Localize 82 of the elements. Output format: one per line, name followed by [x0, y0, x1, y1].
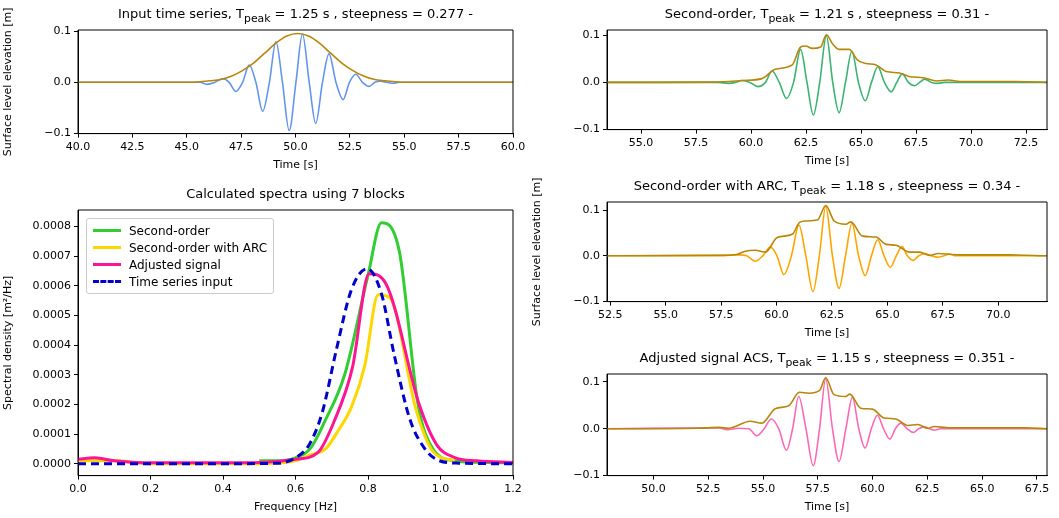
x-tick-label: 52.5	[695, 482, 721, 496]
y-tick-label: −0.1	[573, 294, 600, 308]
x-tick-label: 67.5	[930, 308, 956, 322]
x-tick-label: 62.5	[793, 136, 819, 150]
legend-label: Time series input	[129, 274, 233, 289]
chart-title: Input time series, T$_{peak}$ = 1.25 s , steepness = 0.277 -	[117, 6, 474, 25]
y-tick-label: 0.1	[582, 202, 600, 216]
x-tick-label: 55.0	[653, 308, 678, 322]
x-tick-label: 55.0	[750, 482, 776, 496]
line-series	[78, 32, 513, 84]
x-tick-label: 67.5	[903, 136, 929, 150]
x-tick-label: 0.4	[214, 482, 232, 496]
y-tick-label: 0.0001	[32, 426, 71, 440]
x-tick-label: 67.5	[1024, 482, 1050, 496]
y-tick-label: 0.0004	[32, 338, 71, 352]
y-tick-label: 0.0005	[32, 308, 71, 322]
chart-title: Second-order, T$_{peak}$ = 1.21 s , steepness = 0.31 -	[663, 6, 991, 25]
x-tick-label: 62.5	[819, 308, 845, 322]
x-tick-label: 60.0	[500, 140, 526, 154]
x-tick-label: 1.0	[431, 482, 450, 496]
y-tick-label: 0.0	[53, 75, 71, 89]
y-tick-label: 0.0000	[32, 456, 71, 470]
x-tick-label: 65.0	[875, 308, 900, 322]
line-series	[607, 33, 1047, 84]
x-tick-label: 57.5	[446, 140, 471, 154]
x-tick-label: 70.0	[958, 136, 984, 150]
legend-label: Second-order	[129, 223, 210, 238]
x-tick-label: 60.0	[860, 482, 885, 496]
x-axis-title: Frequency [Hz]	[254, 500, 337, 514]
x-tick-label: 60.0	[764, 308, 789, 322]
line-series	[607, 376, 1047, 430]
x-tick-label: 0.2	[141, 482, 160, 496]
x-tick-label: 65.0	[848, 136, 874, 150]
x-tick-label: 0.8	[359, 482, 377, 496]
y-tick-label: −0.1	[44, 125, 71, 139]
x-tick-label: 70.0	[985, 308, 1011, 322]
x-tick-label: 52.5	[337, 140, 363, 154]
x-tick-label: 57.5	[805, 482, 831, 496]
y-tick-label: 0.0002	[32, 397, 71, 411]
y-tick-label: −0.1	[573, 122, 600, 136]
x-tick-label: 52.5	[598, 308, 623, 322]
legend-label: Second-order with ARC	[129, 240, 268, 255]
x-tick-label: 40.0	[65, 140, 91, 154]
y-tick-label: 0.0008	[32, 219, 71, 233]
legend-label: Adjusted signal	[129, 257, 221, 272]
line-series	[607, 204, 1047, 257]
y-tick-label: 0.0003	[32, 367, 71, 381]
y-tick-label: 0.0	[582, 248, 600, 262]
y-tick-label: 0.1	[53, 24, 71, 38]
x-tick-label: 72.5	[1013, 136, 1039, 150]
x-tick-label: 0.0	[69, 482, 87, 496]
x-axis-title: Time [s]	[272, 158, 318, 172]
x-tick-label: 57.5	[683, 136, 709, 150]
y-axis-title: Surface level elevation [m]	[1, 7, 15, 157]
x-tick-label: 57.5	[708, 308, 734, 322]
x-axis-title: Time [s]	[803, 326, 850, 340]
x-tick-label: 0.6	[286, 482, 305, 496]
chart-title: Adjusted signal ACS, T$_{peak}$ = 1.15 s , steepness = 0.351 -	[638, 350, 1016, 369]
y-tick-label: 0.1	[582, 374, 600, 388]
x-tick-label: 62.5	[915, 482, 940, 496]
x-tick-label: 60.0	[738, 136, 764, 150]
chart-title: Calculated spectra using 7 blocks	[185, 186, 406, 201]
y-axis-title: Surface level elevation [m]	[530, 177, 544, 327]
chart-title: Second-order with ARC, T$_{peak}$ = 1.18 s , steepness = 0.34 -	[632, 178, 1022, 197]
x-tick-label: 47.5	[228, 140, 254, 154]
x-tick-label: 50.0	[641, 482, 666, 496]
x-axis-title: Time [s]	[803, 154, 850, 168]
y-tick-label: −0.1	[573, 468, 600, 482]
x-tick-label: 65.0	[969, 482, 995, 496]
x-tick-label: 1.2	[504, 482, 522, 496]
y-tick-label: 0.0007	[32, 249, 71, 263]
x-tick-label: 55.0	[392, 140, 417, 154]
y-axis-title: Spectral density [m²/Hz]	[1, 275, 15, 410]
y-tick-label: 0.0	[582, 75, 600, 89]
y-tick-label: 0.0006	[32, 278, 71, 292]
y-tick-label: 0.1	[582, 28, 600, 42]
x-tick-label: 42.5	[120, 140, 145, 154]
x-tick-label: 45.0	[174, 140, 199, 154]
x-tick-label: 55.0	[628, 136, 654, 150]
x-tick-label: 50.0	[283, 140, 308, 154]
x-axis-title: Time [s]	[803, 500, 850, 514]
y-tick-label: 0.0	[582, 421, 600, 435]
